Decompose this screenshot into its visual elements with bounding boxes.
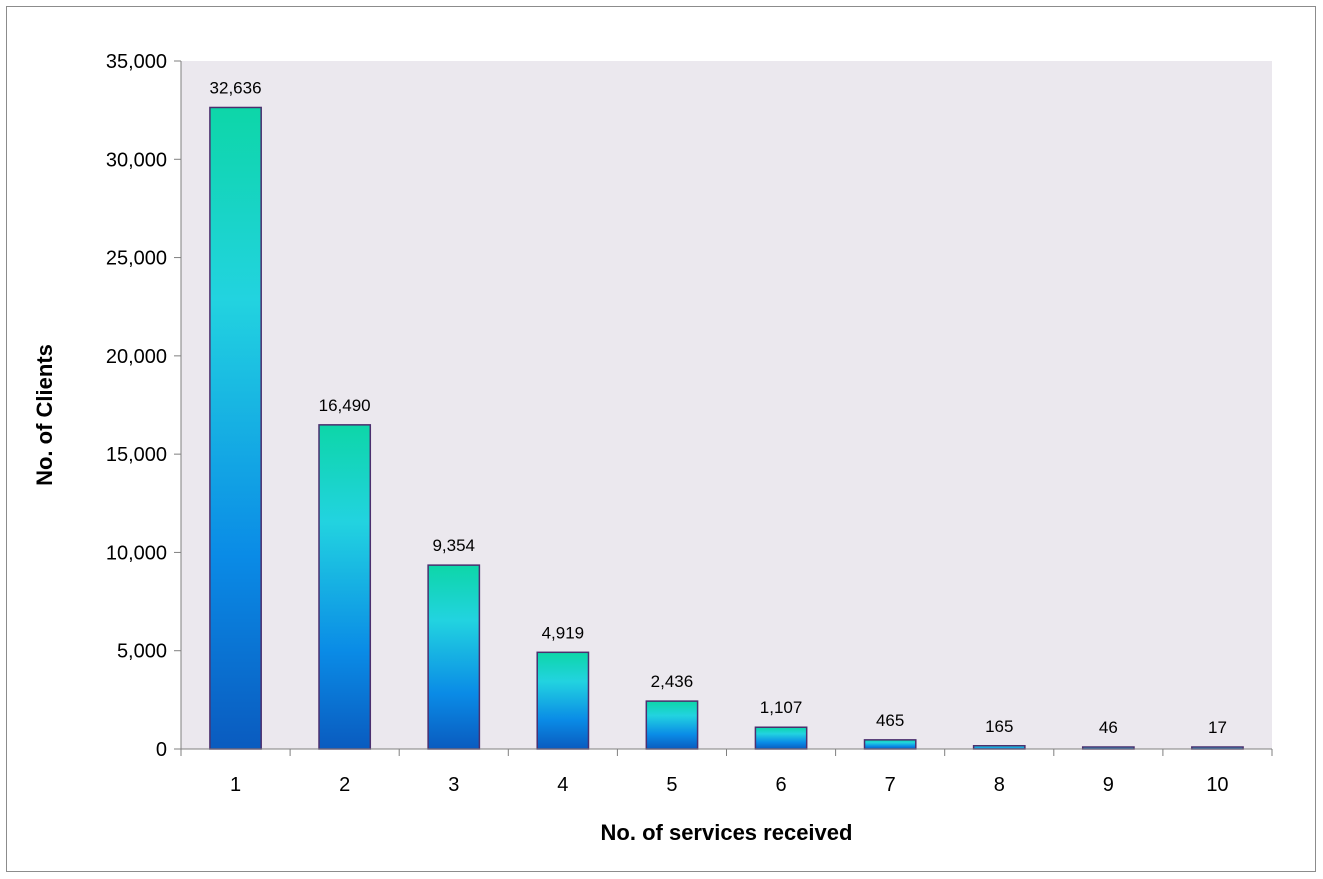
- bar: [209, 106, 262, 750]
- x-tick-label: 3: [448, 774, 459, 796]
- y-tick-label: 5,000: [117, 641, 167, 663]
- bar: [427, 564, 481, 750]
- data-label: 2,436: [651, 672, 694, 691]
- y-axis-ticks: 0 5,000 10,000 15,000 20,000 25,000 30,000 35,0…: [106, 51, 181, 761]
- bar: [645, 700, 699, 750]
- data-label: 165: [985, 717, 1013, 736]
- x-tick-label: 7: [885, 774, 896, 796]
- bar: [536, 651, 590, 750]
- data-label: 9,354: [432, 536, 475, 555]
- data-label: 32,636: [210, 78, 262, 97]
- data-labels: 32,636 16,490 9,354 4,919 2,436 1,107 465 165 46…: [210, 78, 1227, 737]
- x-axis-title: No. of services received: [601, 820, 853, 845]
- data-label: 465: [876, 711, 904, 730]
- data-label: 16,490: [319, 396, 371, 415]
- x-tick-label: 9: [1103, 774, 1114, 796]
- x-tick-label: 4: [557, 774, 568, 796]
- x-tick-label: 6: [775, 774, 786, 796]
- data-label: 1,107: [760, 698, 803, 717]
- y-tick-label: 0: [156, 739, 167, 761]
- x-tick-label: 5: [666, 774, 677, 796]
- x-tick-label: 10: [1206, 774, 1228, 796]
- data-label: 17: [1208, 718, 1227, 737]
- bar: [863, 739, 917, 750]
- x-axis-ticks: 1 2 3 4 5 6 7 8 9 10: [180, 749, 1273, 796]
- data-label: 46: [1099, 718, 1118, 737]
- y-tick-label: 10,000: [106, 542, 167, 564]
- y-tick-label: 15,000: [106, 444, 167, 466]
- bar: [318, 424, 372, 750]
- x-tick-label: 2: [339, 774, 350, 796]
- x-tick-label: 1: [230, 774, 241, 796]
- bars: [209, 106, 1244, 750]
- y-axis-title: No. of Clients: [32, 344, 57, 486]
- y-tick-label: 35,000: [106, 51, 167, 73]
- bar: [754, 726, 808, 750]
- data-label: 4,919: [542, 623, 585, 642]
- y-tick-label: 20,000: [106, 346, 167, 368]
- x-tick-label: 8: [994, 774, 1005, 796]
- y-tick-label: 25,000: [106, 248, 167, 270]
- y-tick-label: 30,000: [106, 149, 167, 171]
